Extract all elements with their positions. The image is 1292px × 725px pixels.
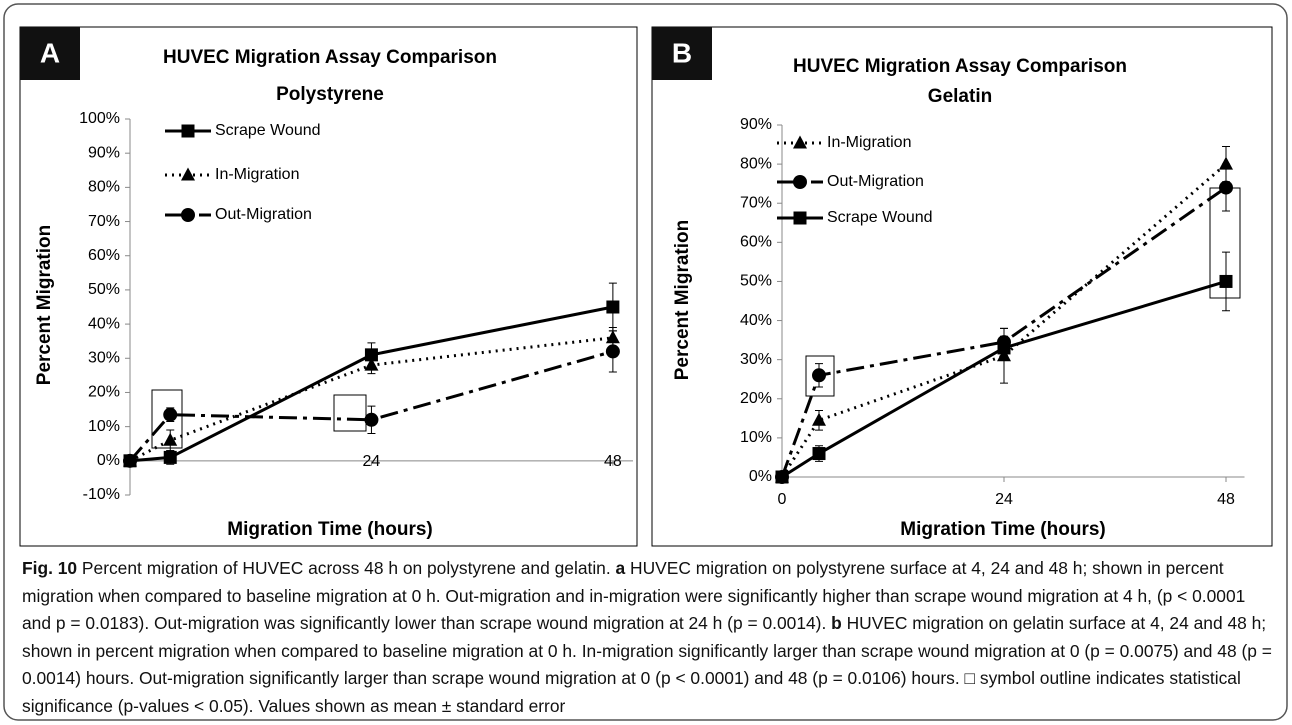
caption-text: Percent migration of HUVEC across 48 h o… (77, 558, 616, 578)
y-tick-label: 90% (740, 116, 772, 133)
y-tick-label: 40% (740, 312, 772, 329)
y-tick-label: 30% (740, 351, 772, 368)
x-tick-label: 24 (363, 453, 381, 470)
marker (364, 412, 379, 427)
marker (163, 407, 178, 422)
y-tick-label: 20% (740, 390, 772, 407)
legend-label: In-Migration (827, 134, 911, 151)
y-tick-label: 100% (79, 110, 120, 127)
legend-marker (181, 208, 195, 222)
marker (163, 450, 177, 464)
y-tick-label: 80% (740, 155, 772, 172)
y-tick-label: 70% (88, 213, 120, 230)
panel-frame (19, 26, 638, 547)
legend-marker (793, 135, 807, 149)
marker (605, 344, 620, 359)
caption: Fig. 10 Percent migration of HUVEC acros… (22, 555, 1274, 721)
y-tick-label: -10% (83, 486, 120, 503)
panel-label-box (20, 27, 80, 80)
caption-label: Fig. 10 (22, 558, 78, 578)
marker (1219, 274, 1233, 288)
x-tick-label: 0 (778, 491, 787, 508)
y-tick-label: 20% (88, 384, 120, 401)
panel-label: B (672, 37, 692, 68)
marker (812, 412, 826, 426)
y-tick-label: 0% (749, 468, 772, 485)
y-tick-label: 10% (88, 418, 120, 435)
y-axis-label: Percent Migration (672, 220, 693, 380)
chart-title: HUVEC Migration Assay Comparison (793, 56, 1127, 77)
legend-label: In-Migration (215, 166, 299, 183)
y-tick-label: 50% (740, 273, 772, 290)
x-tick-label: 24 (995, 491, 1013, 508)
panel-frame (651, 26, 1273, 547)
marker (606, 300, 620, 314)
legend-marker (793, 211, 807, 225)
legend-label: Out-Migration (215, 206, 312, 223)
y-tick-label: 50% (88, 281, 120, 298)
outer-frame (3, 3, 1288, 721)
legend-label: Scrape Wound (215, 122, 321, 139)
x-tick-label: 48 (1217, 491, 1235, 508)
marker (123, 453, 137, 468)
series-line (781, 280, 1227, 479)
y-tick-label: 0% (97, 452, 120, 469)
panel-label-box (652, 27, 712, 80)
marker (163, 432, 178, 446)
y-tick-label: 90% (88, 144, 120, 161)
legend-marker (181, 124, 195, 138)
caption-text: HUVEC migration on polystyrene surface a… (22, 558, 1246, 634)
marker (775, 470, 789, 484)
marker (997, 341, 1011, 355)
legend-label: Out-Migration (827, 173, 924, 190)
y-tick-label: 30% (88, 349, 120, 366)
marker (1219, 156, 1233, 170)
caption-label: b (831, 613, 842, 634)
series-line (128, 349, 614, 462)
significance-box (333, 394, 367, 432)
chart-subtitle: Polystyrene (276, 84, 384, 105)
x-tick-label: 48 (604, 453, 622, 470)
marker (812, 447, 826, 461)
caption-text: HUVEC migration on gelatin surface at 4,… (22, 613, 1272, 716)
chart-subtitle: Gelatin (928, 86, 992, 107)
marker (364, 357, 379, 371)
x-axis-label: Migration Time (hours) (900, 519, 1105, 540)
y-tick-label: 60% (88, 247, 120, 264)
y-tick-label: 70% (740, 194, 772, 211)
legend-marker (793, 175, 807, 189)
series-line (129, 305, 614, 463)
legend-marker (181, 167, 195, 181)
significance-box (151, 389, 183, 449)
chart-title: HUVEC Migration Assay Comparison (163, 47, 497, 68)
caption-label: a (615, 558, 626, 578)
marker (812, 368, 826, 383)
y-tick-label: 40% (88, 315, 120, 332)
x-axis-label: Migration Time (hours) (227, 519, 432, 540)
legend-label: Scrape Wound (827, 209, 933, 226)
y-tick-label: 60% (740, 234, 772, 251)
significance-box (805, 355, 835, 397)
marker (364, 348, 378, 362)
panel-label: A (40, 37, 60, 68)
y-tick-label: 10% (740, 429, 772, 446)
y-tick-label: 80% (88, 179, 120, 196)
marker (1219, 180, 1233, 195)
y-axis-label: Percent Migration (34, 225, 55, 385)
series-line (129, 336, 614, 463)
